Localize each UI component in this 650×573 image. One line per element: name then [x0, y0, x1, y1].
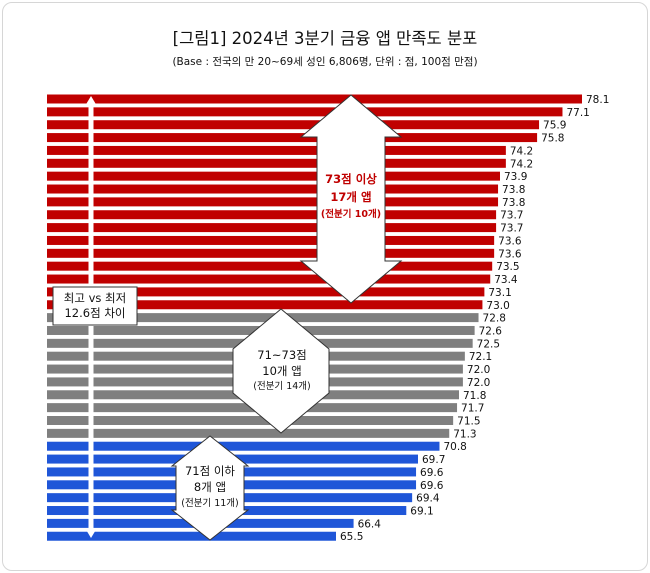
low-group-label: (전분기 11개) — [181, 498, 238, 509]
bar-value-label: 75.8 — [541, 133, 564, 145]
bar-value-label: 75.9 — [543, 120, 566, 132]
range-arrow-down-head — [85, 528, 97, 538]
chart-subtitle: (Base : 전국의 만 20~69세 성인 6,806명, 단위 : 점, … — [172, 55, 477, 68]
bar — [47, 274, 491, 284]
bar-value-label: 73.6 — [498, 235, 522, 247]
range-note-text: 12.6점 차이 — [64, 306, 125, 320]
bar-value-label: 69.4 — [416, 493, 440, 505]
bar-value-label: 78.1 — [586, 94, 609, 106]
bar — [47, 261, 493, 271]
low-group-label: 71점 이하 — [185, 464, 235, 478]
top-group-label: (전분기 10개) — [321, 208, 381, 220]
bar-value-label: 72.1 — [469, 351, 492, 363]
bar-value-label: 74.2 — [510, 145, 533, 157]
bar-value-label: 77.1 — [566, 107, 589, 119]
bar-value-label: 73.5 — [496, 261, 519, 273]
bar-value-label: 69.7 — [422, 454, 445, 466]
bar — [47, 416, 454, 425]
bar — [47, 107, 563, 117]
bar-value-label: 72.8 — [483, 313, 506, 325]
top-group-arrow — [299, 94, 403, 304]
chart-title: [그림1] 2024년 3분기 금융 앱 만족도 분포 — [173, 29, 478, 48]
bar-value-label: 73.7 — [500, 223, 523, 235]
bar — [47, 428, 450, 438]
bar-value-label: 73.7 — [500, 210, 523, 222]
low-group-arrow — [170, 435, 250, 541]
low-group-label: 8개 앱 — [194, 480, 226, 494]
bar — [47, 223, 497, 233]
bar — [47, 158, 506, 168]
bar — [47, 441, 440, 451]
top-group-label: 17개 앱 — [330, 190, 371, 204]
mid-group-label: (전분기 14개) — [253, 381, 310, 392]
bar-value-label: 74.2 — [510, 158, 533, 170]
bar-value-label: 73.4 — [494, 274, 518, 286]
mid-group-label: 10개 앱 — [262, 364, 301, 378]
bar-value-label: 66.4 — [358, 518, 382, 530]
bar — [47, 210, 497, 220]
bar-value-label: 69.6 — [420, 467, 444, 479]
bar-value-label: 73.8 — [502, 197, 525, 209]
bar — [47, 287, 485, 297]
top-group-label: 73점 이상 — [325, 172, 377, 186]
bar-value-label: 71.3 — [453, 428, 476, 440]
bar-value-label: 69.6 — [420, 480, 444, 492]
range-arrow-up-head — [85, 96, 97, 106]
bar — [47, 94, 582, 104]
mid-group-label: 71~73점 — [257, 348, 306, 362]
bar — [47, 171, 500, 181]
bar-value-label: 72.5 — [477, 338, 500, 350]
bar — [47, 120, 540, 130]
bar — [47, 313, 479, 323]
range-note-box — [52, 286, 138, 326]
bar-value-label: 72.6 — [479, 325, 503, 337]
bar — [47, 133, 538, 143]
bar-value-label: 73.6 — [498, 248, 522, 260]
bar-value-label: 71.8 — [463, 390, 486, 402]
bar — [47, 300, 483, 310]
bar — [47, 248, 495, 258]
bar-value-label: 72.0 — [467, 364, 490, 376]
range-note-text: 최고 vs 최저 — [64, 291, 126, 305]
bar-value-label: 71.5 — [457, 416, 480, 428]
bar-value-label: 73.9 — [504, 171, 527, 183]
bar — [47, 531, 336, 541]
bar — [47, 235, 495, 245]
bar-value-label: 71.7 — [461, 403, 484, 415]
bar-value-label: 73.1 — [488, 287, 511, 299]
mid-group-arrow — [232, 308, 330, 434]
value-labels-group: 78.177.175.975.874.274.273.973.873.873.7… — [340, 94, 609, 543]
bar-value-label: 73.8 — [502, 184, 525, 196]
bar-value-label: 70.8 — [443, 441, 466, 453]
bar — [47, 197, 499, 207]
bar-value-label: 69.1 — [410, 506, 433, 518]
bar-value-label: 73.0 — [486, 300, 509, 312]
bar-value-label: 65.5 — [340, 531, 363, 543]
bar — [47, 145, 506, 155]
bar — [47, 184, 499, 194]
bar-value-label: 72.0 — [467, 377, 490, 389]
